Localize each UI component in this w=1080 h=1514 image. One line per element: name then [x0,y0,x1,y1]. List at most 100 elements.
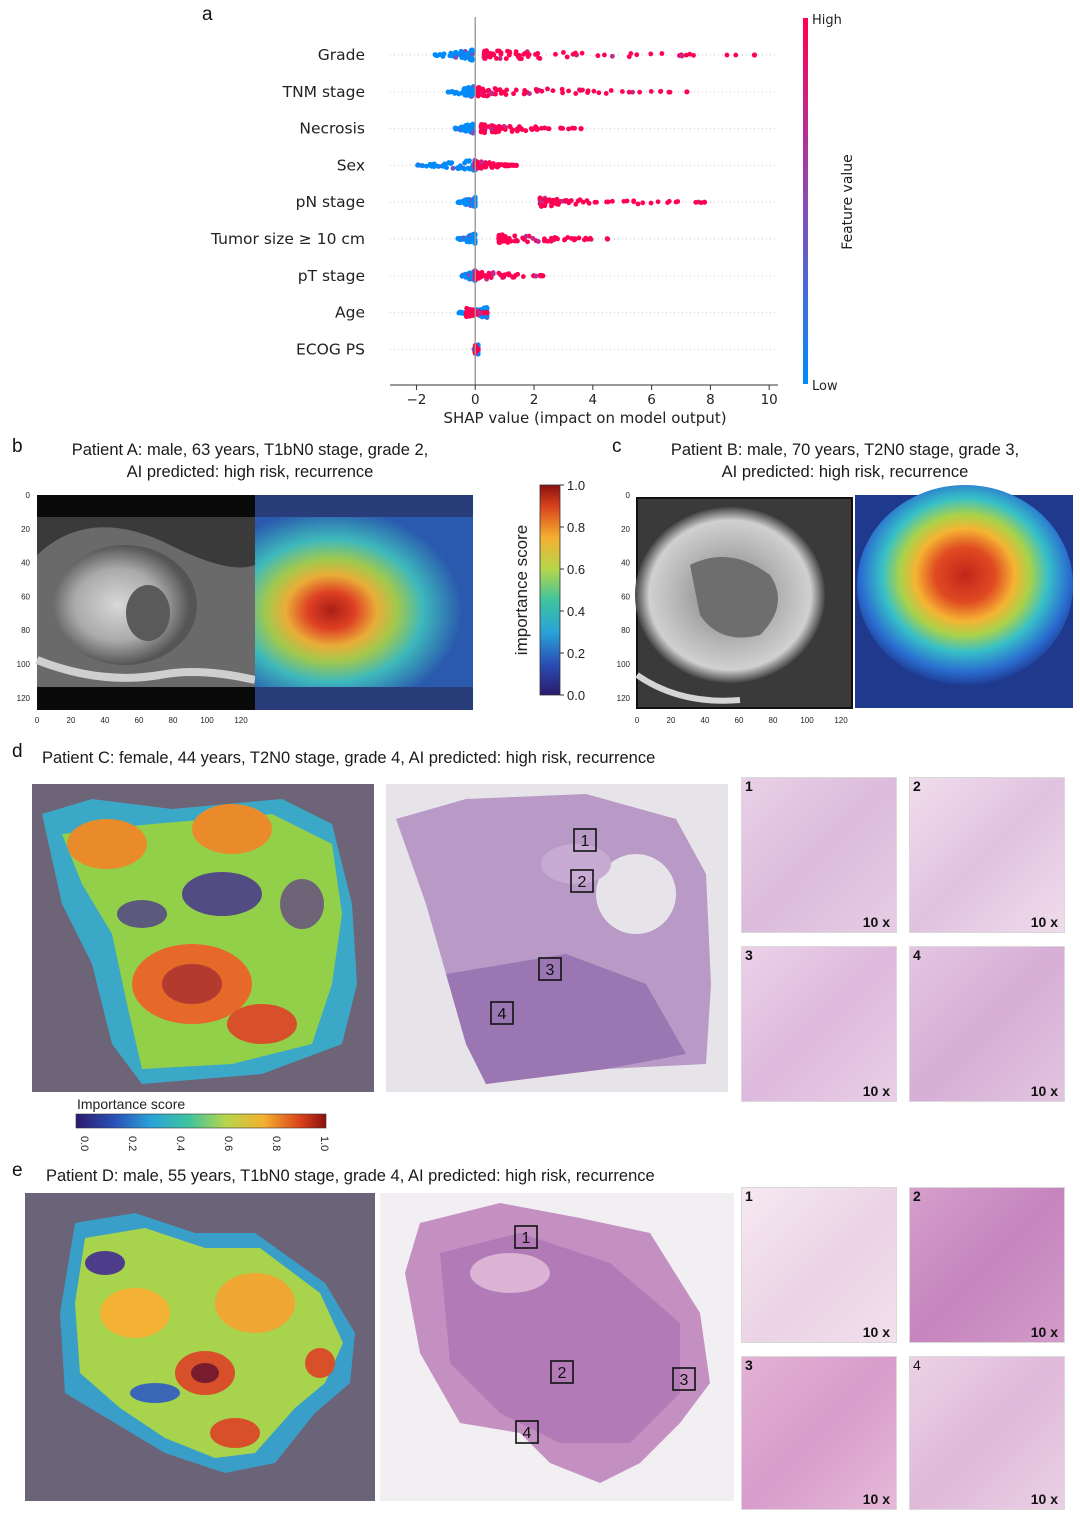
x-axis-label: SHAP value (impact on model output) [443,409,726,427]
shap-point-high [482,50,487,55]
shap-point-high [478,129,484,135]
region-box [672,1367,696,1391]
shap-point-low [435,163,441,169]
shap-point-low [464,158,469,164]
shap-point-high [503,56,509,62]
shap-point-high [631,199,637,205]
tile-magnification: 10 x [862,1083,890,1099]
colorbar-tick-label: 0.8 [270,1136,282,1151]
shap-point-high [548,238,554,244]
shap-point-high [659,51,665,56]
shap-point-high [558,125,564,131]
shap-point-high [533,86,539,92]
colorbar-tick-label: 0.2 [126,1136,138,1151]
x-tick-label: 100 [200,716,214,725]
shap-point-high [473,275,479,281]
patient-c-tile-2: 2 10 x [909,777,1065,933]
shap-point-low [442,161,448,167]
x-tick-label: 20 [667,716,676,725]
y-tick-label: 60 [621,592,630,601]
y-tick-label: 0 [26,491,31,500]
x-tick-label: 40 [701,716,710,725]
x-tick-label: 0 [471,392,480,408]
tile-number: 3 [745,947,753,963]
shap-point-high [560,90,565,96]
shap-point-high [521,91,527,97]
region-box-label: 1 [581,833,590,850]
patient-c-heatmap [32,784,374,1092]
panel-label-a: a [202,4,213,25]
shap-point-low [470,232,476,238]
shap-point-high [683,52,689,58]
patient-d-tile-2: 2 10 x [909,1187,1065,1343]
shap-point-low [459,90,465,96]
shap-point-high [585,236,591,242]
shap-point-high [604,236,611,242]
tile-number: 1 [745,778,753,794]
colorbar-low-label: Low [812,379,838,394]
shap-point-high [648,51,654,57]
region-box-label: 2 [578,874,587,891]
patient-b-ct-panel: 0 0 20 20 40 40 60 60 80 80 100 100 120 120 [617,485,1073,725]
shap-point-low [468,56,474,61]
importance-score-label: importance score [512,525,531,655]
shap-point-high [511,91,516,97]
shap-point-high [602,52,607,58]
importance-score-colorbar: 0.0 0.2 0.4 0.6 0.8 1.0 importance score [512,480,585,703]
colorbar-tick-label: 0.6 [567,562,585,577]
feature-label: Grade [318,46,365,64]
shap-point-high [496,236,502,242]
patient-c-tile-1: 1 10 x [741,777,897,933]
patient-d-tile-3: 3 10 x [741,1356,897,1510]
x-tick-label: 4 [589,392,598,408]
shap-point-high [566,88,571,94]
shap-point-high [626,89,632,95]
shap-point-high [486,270,492,276]
shap-point-low [450,165,456,171]
shap-point-high [507,123,513,129]
shap-point-high [658,88,664,94]
shap-point-high [498,50,504,56]
shap-point-high [486,87,492,93]
colorbar-tick-label: 0.2 [567,646,585,661]
shap-point-high [528,126,534,131]
shap-point-high [521,237,527,242]
shap-point-low [479,314,485,320]
patient-c-tile-4: 4 10 x [909,946,1065,1102]
feature-label: pT stage [298,267,365,285]
shap-point-high [487,160,492,165]
shap-point-high [522,50,528,56]
shap-point-low [453,54,459,60]
shap-point-low [441,51,447,57]
shap-point-high [679,53,685,59]
colorbar-tick-label: 0.6 [222,1136,234,1151]
y-tick-label: 60 [21,592,30,601]
shap-point-high [701,199,708,205]
shap-point-high [575,198,581,204]
region-box-label: 3 [546,962,555,979]
patient-d-tile-1: 1 10 x [741,1187,897,1343]
shap-point-high [510,275,516,280]
shap-point-low [462,52,468,57]
shap-point-high [497,56,503,61]
shap-point-high [578,88,583,93]
x-tick-label: 6 [647,392,656,408]
region-box [490,1001,514,1025]
shap-point-high [477,310,483,316]
shap-point-high [490,270,496,275]
shap-point-high [554,201,560,207]
shap-point-high [675,199,681,204]
shap-point-high [552,235,558,241]
shap-point-high [637,89,643,95]
shap-point-high [691,52,696,58]
shap-point-high [579,50,585,56]
shap-point-high [609,198,615,204]
tile-magnification: 10 x [1030,1083,1058,1099]
y-tick-label: 120 [17,694,31,703]
y-tick-label: 0 [626,491,631,500]
tile-number: 4 [913,1357,921,1373]
feature-label: Necrosis [299,120,365,138]
shap-point-high [751,52,758,58]
x-tick-label: 100 [800,716,814,725]
shap-point-low [445,89,451,95]
